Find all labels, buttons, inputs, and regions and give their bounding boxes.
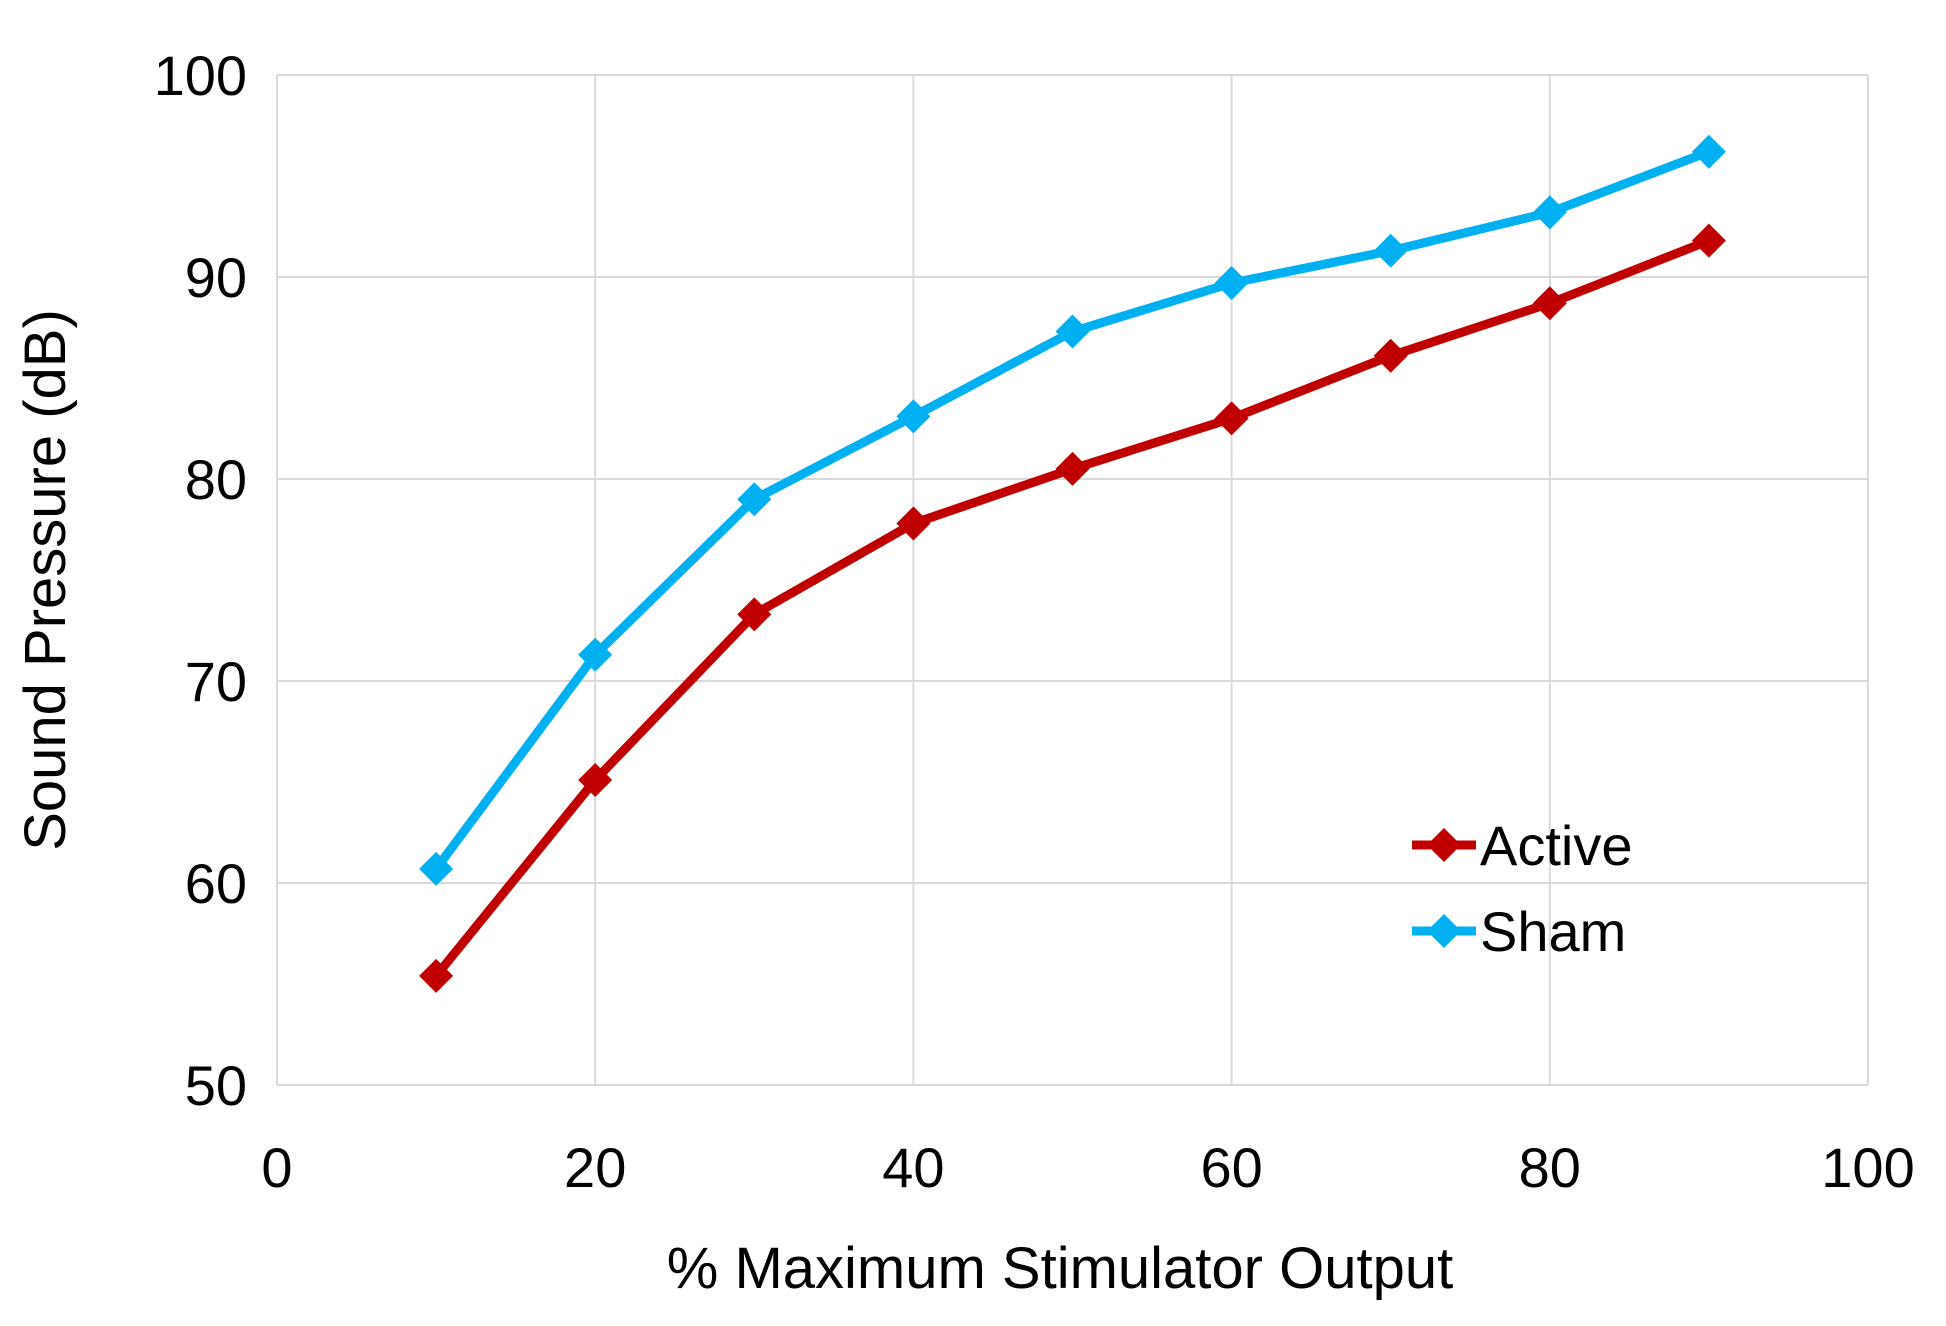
data-point-sham [1373, 233, 1408, 268]
tick-labels: 50 60 70 80 90 100 0 20 40 60 80 100 [154, 44, 1915, 1199]
y-tick-label: 80 [185, 448, 247, 511]
legend-swatch-marker [1427, 828, 1461, 862]
y-tick-label: 90 [185, 246, 247, 309]
data-point-sham [1532, 195, 1567, 230]
y-tick-label: 50 [185, 1054, 247, 1117]
data-point-sham [578, 637, 613, 672]
x-tick-label: 80 [1519, 1136, 1581, 1199]
y-axis-title: Sound Pressure (dB) [13, 309, 78, 851]
legend-item-sham: Sham [1412, 900, 1626, 963]
y-tick-label: 100 [154, 44, 247, 107]
y-tick-label: 70 [185, 650, 247, 713]
data-point-active [1691, 223, 1726, 258]
data-point-sham [1214, 266, 1249, 301]
x-tick-label: 40 [882, 1136, 944, 1199]
x-tick-label: 100 [1821, 1136, 1914, 1199]
series-sham [419, 134, 1726, 886]
legend-label-active: Active [1480, 814, 1633, 877]
data-point-sham [419, 851, 454, 886]
y-tick-label: 60 [185, 852, 247, 915]
data-point-sham [896, 399, 931, 434]
x-tick-label: 20 [564, 1136, 626, 1199]
data-point-sham [1691, 134, 1726, 169]
data-point-active [578, 762, 613, 797]
data-point-active [1373, 338, 1408, 373]
data-point-active [1214, 401, 1249, 436]
x-tick-label: 0 [261, 1136, 292, 1199]
data-point-active [419, 958, 454, 993]
data-point-active [896, 506, 931, 541]
data-point-active [1532, 286, 1567, 321]
legend-item-active: Active [1412, 814, 1633, 877]
grid [276, 74, 1869, 1086]
data-point-active [1055, 451, 1090, 486]
data-point-active [737, 597, 772, 632]
data-point-sham [737, 482, 772, 517]
legend: Active Sham [1412, 814, 1633, 963]
legend-label-sham: Sham [1480, 900, 1626, 963]
x-axis-title: % Maximum Stimulator Output [667, 1236, 1453, 1301]
legend-swatch-marker [1427, 914, 1461, 948]
x-tick-label: 60 [1200, 1136, 1262, 1199]
data-point-sham [1055, 314, 1090, 349]
series-active [419, 223, 1726, 993]
series-group [419, 134, 1726, 993]
series-line-sham [431, 147, 1714, 874]
